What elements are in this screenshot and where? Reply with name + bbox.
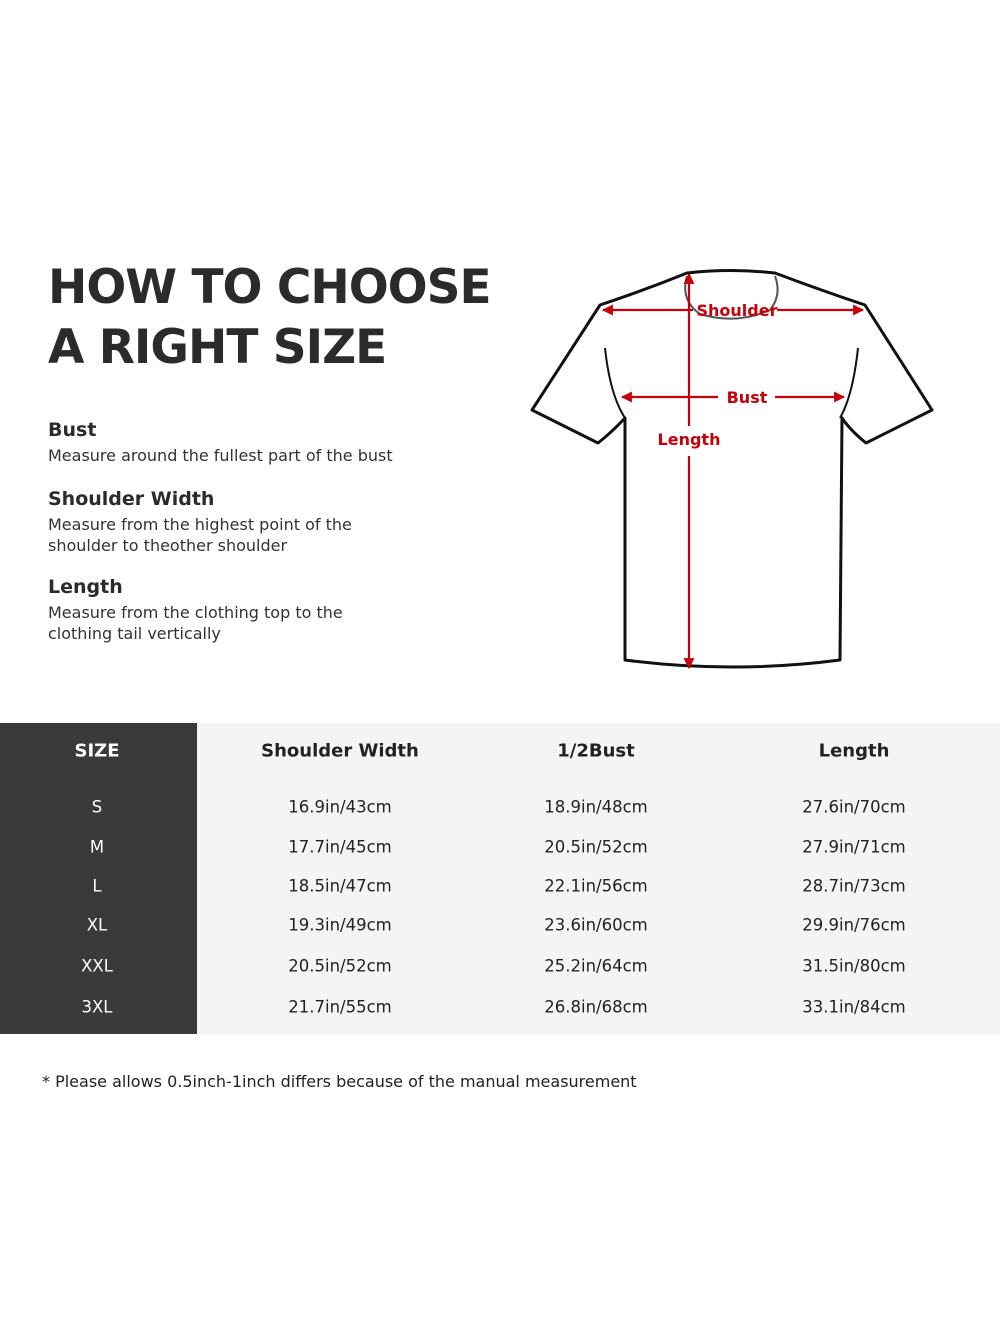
section-heading: Bust	[48, 419, 97, 441]
table-cell: 17.7in/45cm	[288, 837, 392, 857]
shoulder-label: Shoulder	[697, 301, 778, 320]
tshirt-diagram: Shoulder Bust Length	[530, 269, 934, 670]
table-cell: 22.1in/56cm	[544, 876, 648, 896]
size-label: S	[91, 797, 103, 817]
table-cell: 20.5in/52cm	[544, 837, 648, 857]
table-cell: 20.5in/52cm	[288, 956, 392, 976]
size-label: XXL	[81, 956, 113, 976]
measurement-note: * Please allows 0.5inch-1inch differs be…	[42, 1072, 637, 1091]
section-text: Measure from the clothing top to the clo…	[48, 603, 343, 643]
bust-label: Bust	[727, 388, 768, 407]
table-cell: 21.7in/55cm	[288, 997, 392, 1017]
table-cell: 19.3in/49cm	[288, 915, 392, 935]
size-label: L	[92, 876, 102, 896]
size-table: SIZE Shoulder Width 1/2Bust Length S 16.9in/4…	[0, 723, 1000, 1034]
section-text: Measure around the fullest part of the b…	[48, 446, 393, 465]
tshirt-outline	[530, 269, 934, 669]
title-line-1: HOW TO CHOOSE	[48, 260, 492, 315]
column-header: 1/2Bust	[557, 740, 635, 762]
size-label: XL	[86, 915, 108, 935]
section-heading: Length	[48, 576, 123, 598]
section-length: Length Measure from the clothing top to …	[48, 574, 343, 644]
length-label: Length	[658, 430, 721, 449]
section-bust: Bust Measure around the fullest part of …	[48, 417, 393, 466]
table-cell: 31.5in/80cm	[802, 956, 906, 976]
table-cell: 25.2in/64cm	[544, 956, 648, 976]
section-text: Measure from the highest point of the sh…	[48, 515, 352, 555]
size-column-background	[0, 723, 197, 1034]
section-shoulder-width: Shoulder Width Measure from the highest …	[48, 486, 352, 556]
column-header: Length	[818, 740, 890, 762]
table-cell: 29.9in/76cm	[802, 915, 906, 935]
table-cell: 27.9in/71cm	[802, 837, 906, 857]
table-cell: 23.6in/60cm	[544, 915, 648, 935]
table-cell: 18.9in/48cm	[544, 797, 648, 817]
size-label: M	[89, 837, 105, 857]
table-cell: 27.6in/70cm	[802, 797, 906, 817]
column-header: Shoulder Width	[261, 740, 419, 762]
table-cell: 16.9in/43cm	[288, 797, 392, 817]
table-cell: 18.5in/47cm	[288, 876, 392, 896]
table-cell: 33.1in/84cm	[802, 997, 906, 1017]
column-header: SIZE	[74, 740, 120, 762]
table-cell: 28.7in/73cm	[802, 876, 906, 896]
table-cell: 26.8in/68cm	[544, 997, 648, 1017]
size-label: 3XL	[81, 997, 113, 1017]
section-heading: Shoulder Width	[48, 488, 215, 510]
page-title: HOW TO CHOOSE A RIGHT SIZE	[48, 258, 492, 378]
title-line-2: A RIGHT SIZE	[48, 320, 387, 375]
